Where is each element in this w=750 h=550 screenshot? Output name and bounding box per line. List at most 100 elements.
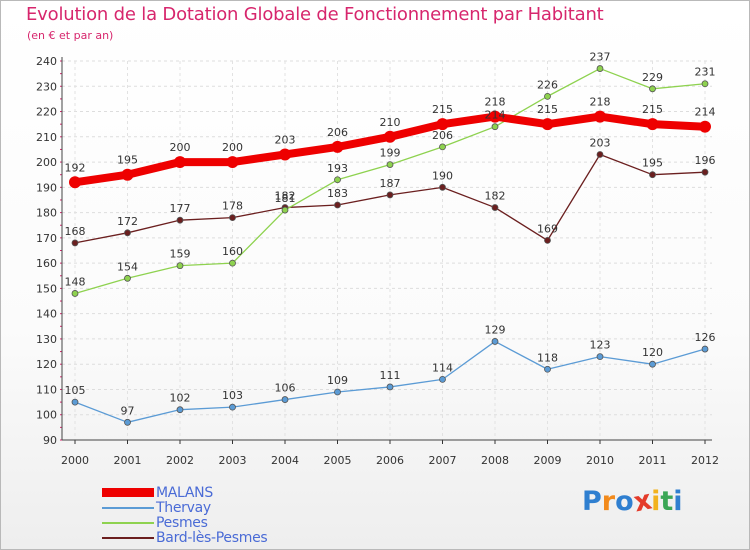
data-label-bard-l-s-pesmes: 203 <box>590 136 611 149</box>
point-pesmes <box>544 92 551 100</box>
data-label-bard-l-s-pesmes: 172 <box>117 215 138 228</box>
point-bard-l-s-pesmes <box>229 214 236 222</box>
x-tick-label: 2010 <box>586 454 614 467</box>
grid-lines <box>62 60 712 441</box>
y-tick-label: 110 <box>36 383 57 396</box>
y-tick-label: 90 <box>43 434 57 447</box>
data-label-bard-l-s-pesmes: 187 <box>380 177 401 190</box>
point-malans <box>121 168 134 181</box>
y-minor-tick <box>60 186 62 188</box>
y-minor-tick <box>60 414 62 416</box>
proxiti-logo: Proxiti <box>582 485 683 519</box>
y-minor-tick <box>60 60 62 62</box>
y-minor-tick <box>60 376 62 378</box>
logo-letter: t <box>660 486 674 517</box>
point-pesmes <box>649 85 656 93</box>
x-tick-label: 2002 <box>166 454 194 467</box>
y-tick-label: 210 <box>36 131 57 144</box>
point-pesmes <box>439 143 446 151</box>
x-tick-label: 2009 <box>534 454 562 467</box>
data-label-pesmes: 181 <box>275 192 296 205</box>
data-label-bard-l-s-pesmes: 196 <box>695 154 716 167</box>
point-bard-l-s-pesmes <box>649 171 656 179</box>
y-tick-label: 160 <box>36 257 57 270</box>
x-tick-label: 2007 <box>429 454 457 467</box>
x-tick-label: 2011 <box>639 454 667 467</box>
point-pesmes <box>701 80 709 88</box>
data-label-thervay: 105 <box>65 384 86 397</box>
y-tick-label: 140 <box>36 308 57 321</box>
data-label-malans: 218 <box>590 96 611 109</box>
data-label-malans: 214 <box>695 106 716 119</box>
data-label-pesmes: 206 <box>432 129 453 142</box>
point-malans <box>594 110 606 123</box>
y-tick-label: 200 <box>36 156 57 169</box>
chart-title: Evolution de la Dotation Globale de Fonc… <box>26 4 604 25</box>
logo-letter: i <box>651 486 661 517</box>
legend-label-thervay: Thervay <box>156 500 211 516</box>
y-minor-tick <box>60 351 62 353</box>
point-thervay <box>596 353 604 361</box>
y-minor-tick <box>60 123 62 125</box>
y-minor-tick <box>60 199 62 201</box>
legend-item-malans: MALANS <box>102 485 362 501</box>
point-malans <box>69 176 81 189</box>
data-label-bard-l-s-pesmes: 178 <box>222 200 243 213</box>
point-thervay <box>229 403 236 411</box>
point-pesmes <box>124 274 131 282</box>
legend: MALANS Thervay Pesmes Bard-lès-Pesmes <box>102 485 362 546</box>
data-label-bard-l-s-pesmes: 183 <box>327 187 348 200</box>
y-tick-label: 220 <box>36 106 57 119</box>
y-minor-tick <box>60 224 62 226</box>
data-label-thervay: 102 <box>170 392 191 405</box>
data-labels: 168 172 177 178 182 183 187 190 182 169 203 195 196 1… <box>65 51 716 418</box>
y-minor-tick <box>60 313 62 315</box>
y-minor-tick <box>60 275 62 277</box>
data-label-thervay: 114 <box>432 361 453 374</box>
y-minor-tick <box>60 85 62 87</box>
data-label-malans: 215 <box>642 103 663 116</box>
data-label-pesmes: 237 <box>590 51 611 64</box>
y-tick-label: 230 <box>36 80 57 93</box>
data-label-malans: 206 <box>327 126 348 139</box>
point-pesmes <box>386 161 394 168</box>
point-pesmes <box>334 176 341 184</box>
legend-item-thervay: Thervay <box>102 500 362 516</box>
logo-letter: r <box>601 486 616 517</box>
y-tick-label: 180 <box>36 207 57 220</box>
y-minor-tick <box>60 300 62 302</box>
y-minor-tick <box>60 262 62 264</box>
x-tick-label: 2000 <box>61 454 89 467</box>
data-label-bard-l-s-pesmes: 177 <box>170 202 191 215</box>
data-label-bard-l-s-pesmes: 169 <box>537 222 558 235</box>
point-bard-l-s-pesmes <box>701 168 709 176</box>
y-tick-label: 120 <box>36 358 57 371</box>
point-bard-l-s-pesmes <box>176 216 184 224</box>
y-minor-tick <box>60 73 62 75</box>
point-thervay <box>71 398 79 406</box>
legend-swatch-pesmes <box>102 522 154 524</box>
point-thervay <box>701 345 709 353</box>
point-pesmes <box>71 290 79 297</box>
data-label-pesmes: 214 <box>485 109 506 122</box>
data-label-thervay: 118 <box>537 351 558 364</box>
point-malans <box>174 156 186 169</box>
data-label-thervay: 109 <box>327 374 348 387</box>
data-label-thervay: 103 <box>222 389 243 402</box>
point-bard-l-s-pesmes <box>439 183 446 191</box>
data-label-pesmes: 154 <box>117 260 138 273</box>
point-bard-l-s-pesmes <box>596 151 604 158</box>
point-malans <box>279 148 291 161</box>
y-minor-tick <box>60 363 62 365</box>
y-minor-tick <box>60 212 62 214</box>
legend-item-bard-l-s-pesmes: Bard-lès-Pesmes <box>102 530 362 546</box>
data-label-malans: 203 <box>275 133 296 146</box>
point-pesmes <box>281 206 289 214</box>
y-minor-tick <box>60 174 62 176</box>
data-label-thervay: 111 <box>380 369 401 382</box>
x-tick-label: 2004 <box>271 454 299 467</box>
data-label-malans: 215 <box>537 103 558 116</box>
y-minor-tick <box>60 287 62 289</box>
data-label-bard-l-s-pesmes: 182 <box>275 190 296 203</box>
